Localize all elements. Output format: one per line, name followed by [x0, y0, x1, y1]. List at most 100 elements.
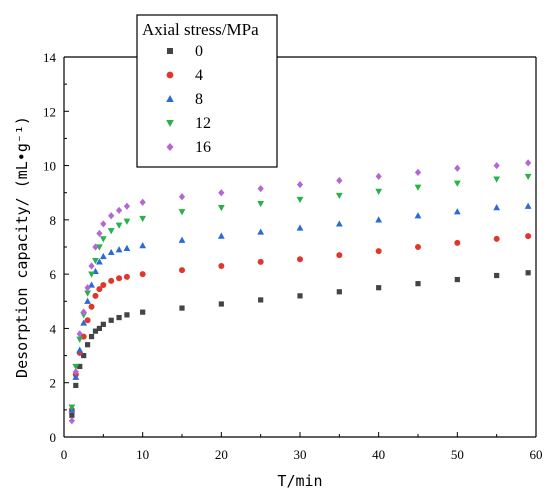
data-point — [92, 292, 99, 299]
series-4 — [68, 233, 532, 413]
data-point — [376, 285, 382, 291]
data-point — [80, 319, 88, 326]
data-point — [84, 290, 91, 297]
data-point — [257, 185, 264, 193]
data-point — [85, 342, 91, 348]
y-tick-label: 6 — [50, 267, 57, 282]
x-tick-label: 60 — [530, 447, 543, 462]
legend-marker — [166, 71, 174, 79]
data-point — [257, 200, 265, 208]
data-point — [257, 258, 264, 265]
data-point — [375, 188, 383, 195]
data-point — [414, 212, 422, 219]
legend-marker — [166, 120, 174, 127]
data-point — [124, 312, 130, 318]
data-point — [92, 243, 99, 251]
data-point — [336, 289, 342, 295]
x-tick-label: 40 — [372, 447, 385, 462]
y-tick-label: 14 — [43, 50, 57, 65]
data-point — [139, 242, 147, 249]
legend-entry: 0 — [167, 43, 203, 60]
data-point — [81, 352, 87, 359]
data-point — [72, 363, 80, 371]
data-point — [218, 263, 225, 269]
data-point — [375, 248, 382, 255]
data-point — [178, 193, 186, 201]
data-point — [88, 333, 95, 340]
data-point — [257, 228, 265, 235]
data-point — [100, 321, 106, 327]
data-point — [525, 233, 532, 240]
data-point — [84, 297, 91, 304]
legend-entry: 8 — [166, 91, 203, 108]
x-tick-label: 0 — [61, 447, 68, 462]
data-point — [218, 189, 225, 197]
data-point — [178, 209, 186, 216]
legend-entry: 12 — [166, 115, 211, 132]
data-point — [296, 196, 304, 204]
legend-marker — [166, 95, 174, 102]
x-tick-label: 20 — [215, 447, 228, 462]
data-point — [116, 314, 122, 321]
data-point — [493, 176, 501, 183]
data-point — [92, 328, 99, 334]
series-12 — [68, 173, 532, 411]
data-point — [336, 176, 343, 185]
data-point — [76, 336, 84, 343]
data-point — [454, 276, 460, 283]
legend: Axial stress/MPa 0 4 8 12 16 — [136, 14, 278, 168]
data-point — [217, 232, 225, 239]
data-point — [375, 172, 382, 181]
data-point — [99, 236, 107, 243]
data-point — [68, 404, 76, 411]
data-point — [139, 215, 147, 223]
data-point — [108, 277, 115, 284]
data-point — [80, 308, 87, 316]
y-tick-label: 8 — [50, 213, 57, 228]
data-point — [88, 271, 95, 278]
data-point — [88, 281, 95, 288]
data-point — [88, 262, 95, 270]
data-point — [108, 317, 114, 323]
data-point — [72, 373, 80, 380]
data-point — [123, 218, 131, 225]
data-point — [525, 159, 532, 167]
data-point — [96, 286, 103, 293]
legend-box — [136, 14, 278, 168]
data-point — [107, 228, 115, 235]
data-point — [73, 382, 79, 389]
data-point — [68, 417, 75, 425]
y-tick-label: 2 — [50, 376, 57, 391]
x-tick-label: 50 — [451, 447, 464, 462]
data-point — [84, 317, 91, 324]
y-axis-label: Desorption capacity/ (mL•g⁻¹) — [13, 116, 31, 378]
data-point — [453, 208, 461, 215]
data-point — [454, 239, 461, 246]
data-point — [115, 246, 123, 253]
data-point — [179, 305, 185, 311]
data-point — [525, 270, 531, 276]
data-point — [454, 164, 461, 172]
data-point — [414, 168, 422, 176]
series-16 — [68, 159, 532, 425]
data-point — [76, 330, 83, 338]
legend-entry: 16 — [166, 139, 211, 156]
data-point — [84, 284, 91, 292]
data-point — [335, 192, 343, 200]
data-point — [140, 309, 146, 315]
legend-label: 16 — [195, 139, 211, 156]
data-point — [123, 273, 130, 280]
data-point — [92, 257, 99, 265]
data-point — [99, 252, 107, 260]
data-point — [297, 256, 303, 263]
data-point — [116, 275, 123, 282]
data-point — [335, 220, 343, 227]
y-tick-label: 12 — [43, 104, 56, 119]
series-0 — [69, 270, 531, 418]
data-point — [96, 258, 103, 265]
data-point — [139, 198, 146, 206]
x-axis-label: T/min — [277, 472, 322, 490]
data-point — [178, 236, 186, 243]
y-tick-label: 4 — [50, 321, 57, 336]
data-point — [218, 301, 224, 307]
